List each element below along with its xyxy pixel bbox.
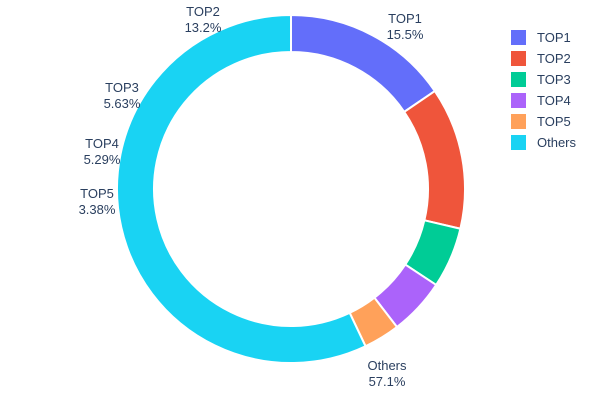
legend-label: TOP5	[537, 114, 571, 129]
legend-item-top2[interactable]: TOP2	[511, 51, 571, 66]
legend: TOP1 TOP2 TOP3 TOP4 TOP5 Others	[511, 30, 577, 150]
slice-label-top5: TOP5 3.38%	[79, 186, 116, 217]
pie-slice-others[interactable]	[115, 14, 367, 364]
slice-label-name: TOP4	[85, 136, 119, 151]
slice-label-others: Others 57.1%	[367, 358, 407, 389]
slice-label-name: TOP2	[186, 4, 220, 19]
slice-label-percent: 5.29%	[84, 152, 121, 167]
slice-label-top2: TOP2 13.2%	[185, 4, 222, 35]
slice-label-percent: 5.63%	[104, 96, 141, 111]
legend-item-others[interactable]: Others	[511, 135, 577, 150]
slice-label-percent: 13.2%	[185, 20, 222, 35]
legend-label: TOP2	[537, 51, 571, 66]
slice-label-percent: 57.1%	[369, 374, 406, 389]
slice-label-name: TOP1	[388, 11, 422, 26]
legend-label: TOP4	[537, 93, 571, 108]
legend-swatch-top2	[511, 51, 526, 66]
pie-slices	[115, 14, 466, 364]
legend-label: TOP1	[537, 30, 571, 45]
legend-item-top3[interactable]: TOP3	[511, 72, 571, 87]
legend-label: TOP3	[537, 72, 571, 87]
legend-swatch-top1	[511, 30, 526, 45]
slice-label-name: Others	[367, 358, 407, 373]
legend-item-top5[interactable]: TOP5	[511, 114, 571, 129]
slice-label-top1: TOP1 15.5%	[387, 11, 424, 42]
slice-label-name: TOP5	[80, 186, 114, 201]
legend-swatch-top4	[511, 93, 526, 108]
legend-swatch-top3	[511, 72, 526, 87]
outside-labels: TOP1 15.5% TOP2 13.2% TOP3 5.63% TOP4 5.29% TOP5…	[79, 4, 424, 389]
slice-label-top3: TOP3 5.63%	[104, 80, 141, 111]
slice-label-percent: 15.5%	[387, 27, 424, 42]
legend-swatch-others	[511, 135, 526, 150]
pie-slice-top2[interactable]	[403, 90, 466, 230]
slice-label-top4: TOP4 5.29%	[84, 136, 121, 167]
legend-item-top1[interactable]: TOP1	[511, 30, 571, 45]
legend-swatch-top5	[511, 114, 526, 129]
slice-label-name: TOP3	[105, 80, 139, 95]
slice-label-percent: 3.38%	[79, 202, 116, 217]
legend-label: Others	[537, 135, 577, 150]
legend-item-top4[interactable]: TOP4	[511, 93, 571, 108]
